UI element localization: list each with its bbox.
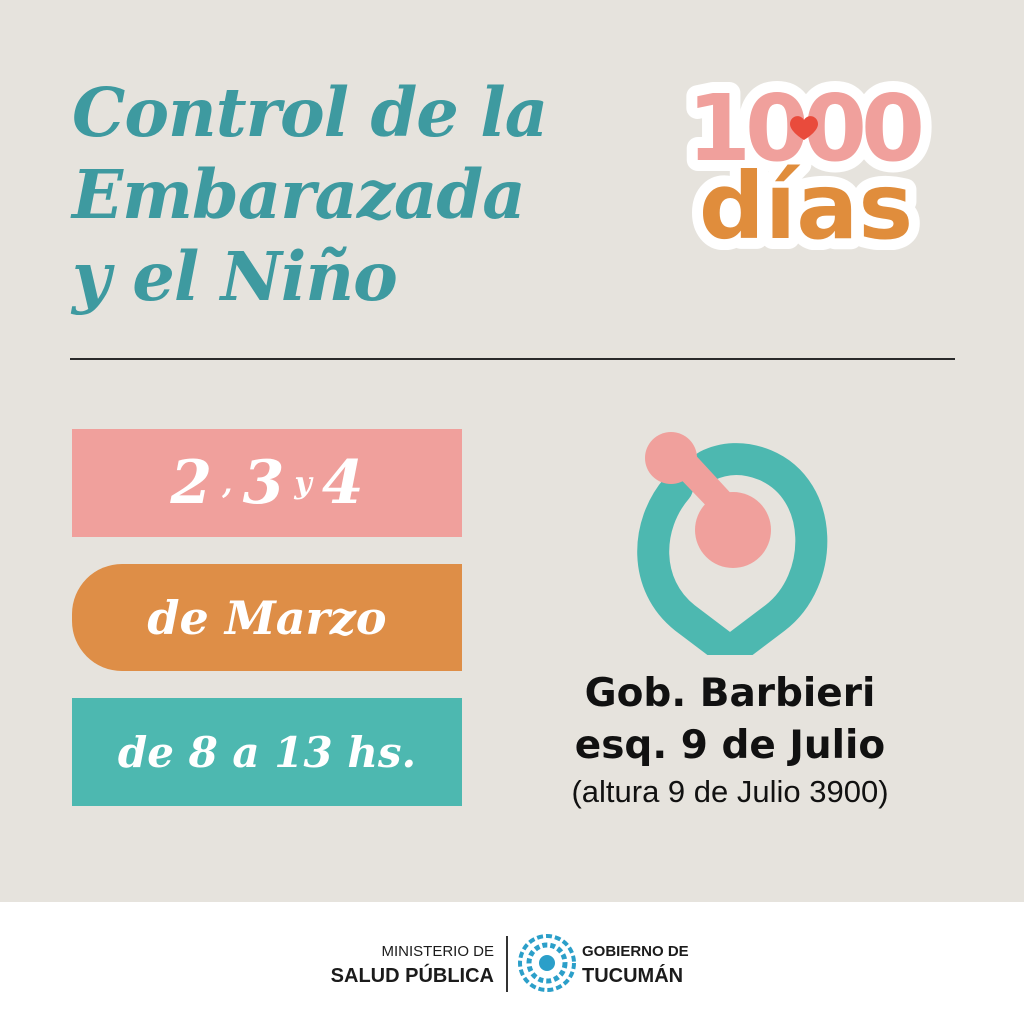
hours-label: de 8 a 13 hs.: [117, 727, 417, 777]
ministry-big: SALUD PÚBLICA: [330, 965, 494, 987]
ministry-label: MINISTERIO DE SALUD PÚBLICA: [331, 940, 494, 988]
ministry-small: MINISTERIO DE: [381, 943, 494, 960]
footer: MINISTERIO DE SALUD PÚBLICA GOBIERNO DE …: [0, 902, 1024, 1024]
svg-text:días: días: [699, 153, 913, 250]
pin-dot-small: [645, 432, 697, 484]
address-corner: esq. 9 de Julio: [574, 723, 886, 768]
footer-divider: [506, 936, 508, 992]
government-label: GOBIERNO DE TUCUMÁN: [582, 940, 689, 988]
gov-small: GOBIERNO DE: [582, 943, 689, 960]
dates-band: 2 , 3 y 4: [72, 429, 462, 537]
title-line-3: y el Niño: [72, 237, 398, 316]
conjunction: y: [294, 465, 312, 501]
location-pin-icon: [637, 432, 828, 655]
main-title: Control de la Embarazada y el Niño: [72, 72, 632, 318]
day-4: 4: [321, 448, 364, 518]
address-block: Gob. Barbieri esq. 9 de Julio (altura 9 …: [520, 668, 940, 812]
comma: ,: [222, 465, 233, 501]
logo-word: días: [699, 153, 913, 250]
day-2: 2: [170, 448, 213, 518]
address-note: (altura 9 de Julio 3900): [571, 774, 889, 809]
logo-sticker-outline: 1000 días: [676, 80, 938, 250]
title-line-2: Embarazada: [72, 155, 526, 234]
gov-big: TUCUMÁN: [582, 965, 684, 987]
address-street: Gob. Barbieri: [584, 671, 876, 716]
pin-teal-ring: [637, 443, 828, 655]
hours-band: de 8 a 13 hs.: [72, 698, 462, 806]
tucuman-emblem-icon: [518, 934, 576, 992]
title-line-1: Control de la: [72, 73, 548, 152]
1000-dias-logo: 1000 días 1000 días: [676, 80, 938, 250]
divider: [70, 358, 955, 360]
month-band: de Marzo: [72, 564, 462, 671]
month-label: de Marzo: [147, 590, 387, 645]
day-3: 3: [242, 448, 285, 518]
heart-icon: [790, 116, 818, 140]
